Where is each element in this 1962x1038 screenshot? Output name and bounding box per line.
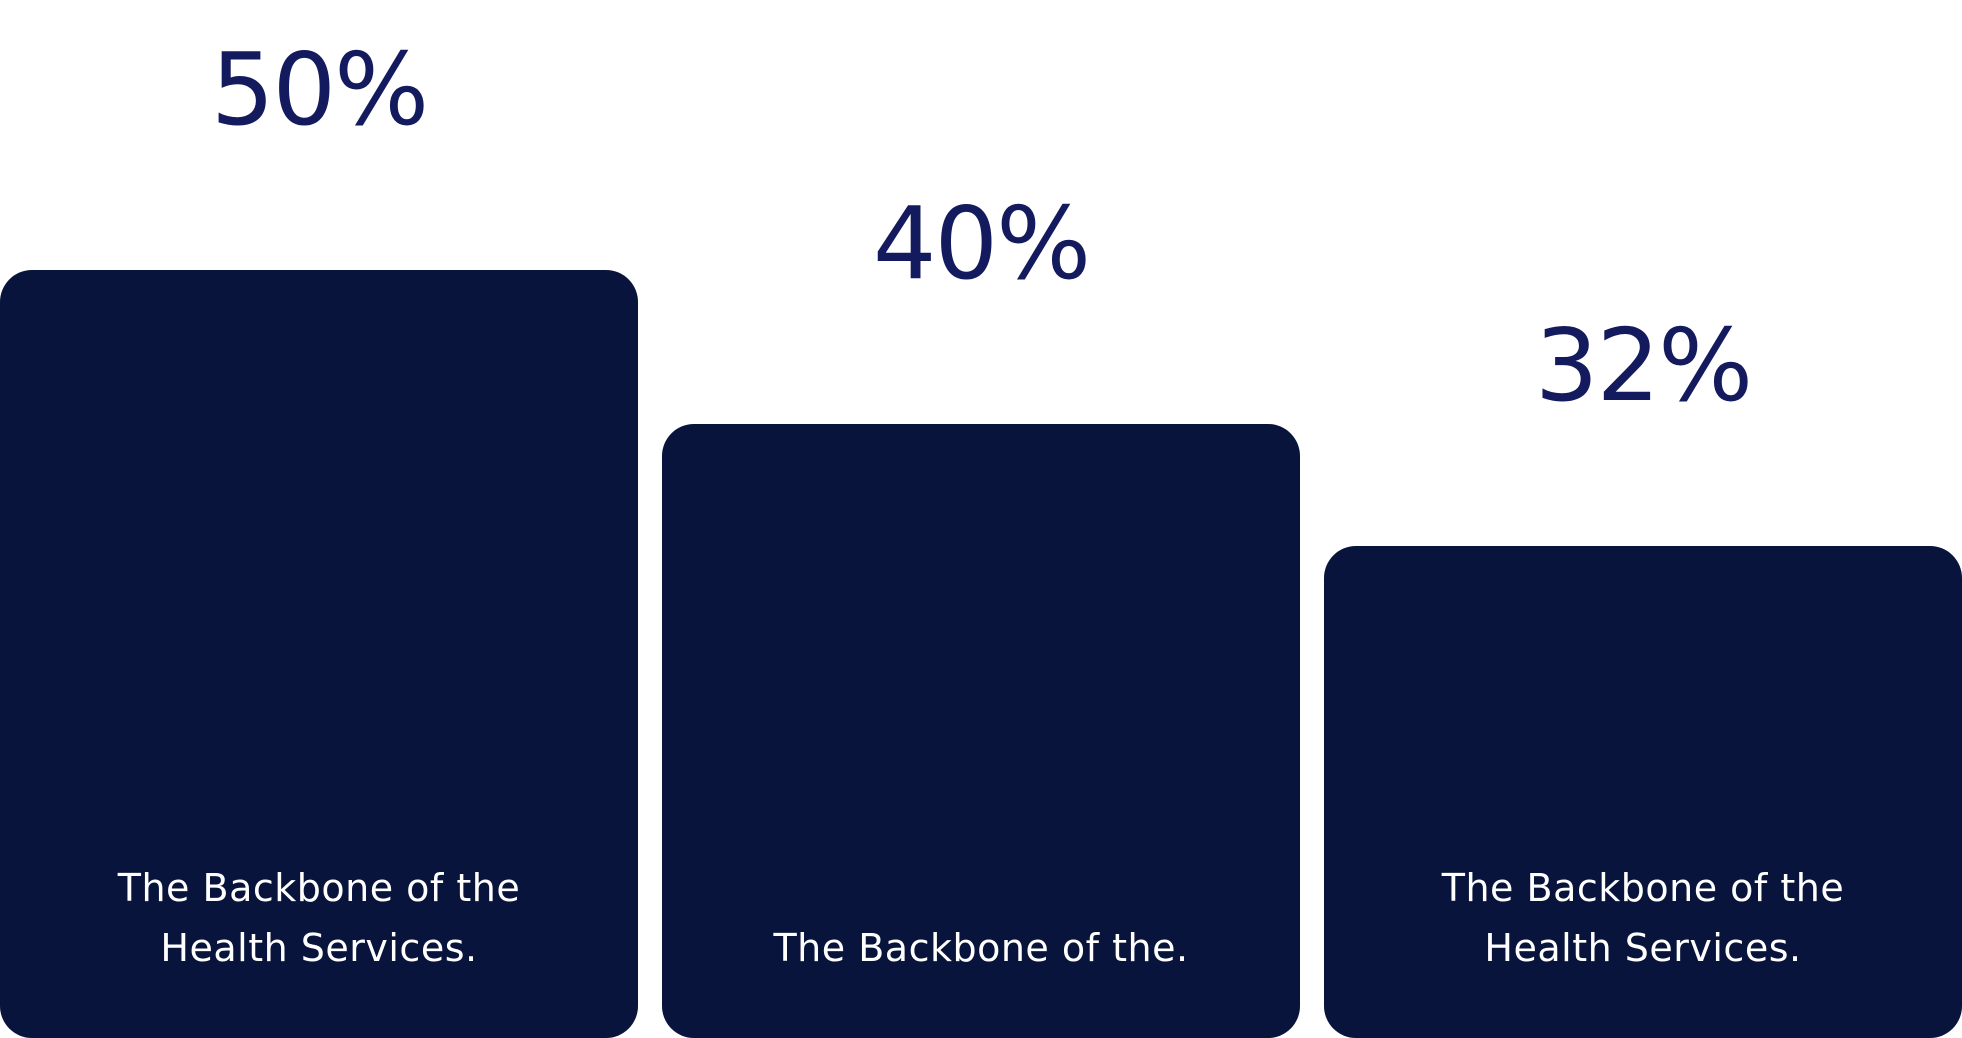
- bar-value-label-3: 32%: [1534, 307, 1753, 425]
- bar-caption-3: The Backbone of the Health Services.: [1441, 865, 1845, 970]
- bar-value-label-1: 50%: [210, 31, 429, 148]
- bar-3: The Backbone of the Health Services.: [1324, 546, 1962, 1038]
- bar-caption-1: The Backbone of the Health Services.: [117, 866, 521, 970]
- bar-value-label-2: 40%: [872, 184, 1091, 302]
- bar-1: The Backbone of the Health Services.: [0, 270, 638, 1038]
- bar-caption-2: The Backbone of the.: [773, 925, 1189, 970]
- bar-2: The Backbone of the.: [662, 423, 1300, 1038]
